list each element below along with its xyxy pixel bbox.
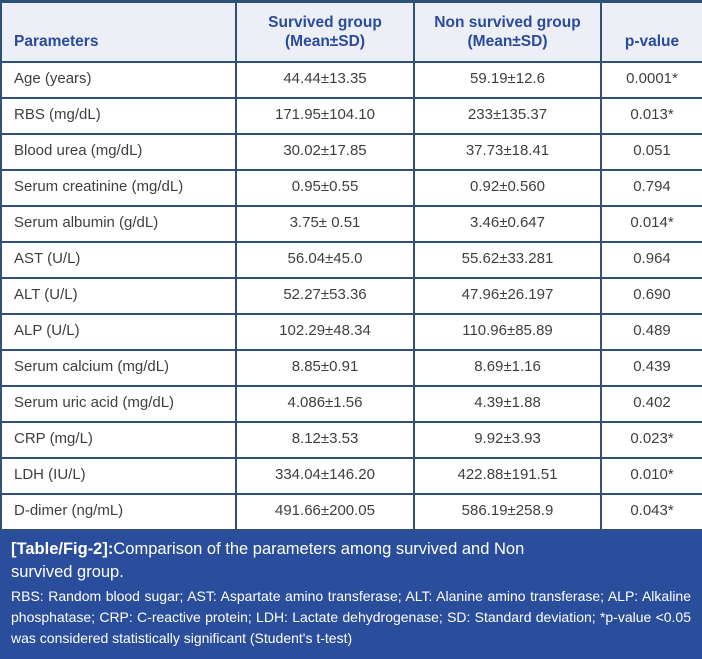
survived-cell: 4.086±1.56 <box>235 384 415 423</box>
p_value-cell: 0.489 <box>600 312 702 351</box>
table-row: D-dimer (ng/mL) 491.66±200.05 586.19±258.9… <box>0 492 702 531</box>
p_value-cell: 0.439 <box>600 348 702 387</box>
p_value-cell: 0.051 <box>600 132 702 171</box>
parameter-cell: D-dimer (ng/mL) <box>0 492 237 531</box>
survived-cell: 30.02±17.85 <box>235 132 415 171</box>
table-header: Parameters Survived group (Mean±SD) Non … <box>0 0 702 63</box>
survived-cell: 56.04±45.0 <box>235 240 415 279</box>
parameter-cell: Serum albumin (g/dL) <box>0 204 237 243</box>
non_survived-cell: 9.92±3.93 <box>413 420 602 459</box>
p_value-cell: 0.690 <box>600 276 702 315</box>
table-body: Age (years) 44.44±13.35 59.19±12.6 0.0001* R… <box>0 60 702 531</box>
parameter-cell: Serum creatinine (mg/dL) <box>0 168 237 207</box>
parameter-cell: ALT (U/L) <box>0 276 237 315</box>
non_survived-cell: 4.39±1.88 <box>413 384 602 423</box>
header-row: Parameters Survived group (Mean±SD) Non … <box>0 0 702 63</box>
figure-caption-tag: [Table/Fig-2]: <box>11 539 114 558</box>
column-header-survived-group: Survived group (Mean±SD) <box>235 0 415 63</box>
non_survived-cell: 47.96±26.197 <box>413 276 602 315</box>
parameter-cell: ALP (U/L) <box>0 312 237 351</box>
survived-cell: 8.85±0.91 <box>235 348 415 387</box>
parameter-cell: Serum uric acid (mg/dL) <box>0 384 237 423</box>
non_survived-cell: 233±135.37 <box>413 96 602 135</box>
survived-cell: 171.95±104.10 <box>235 96 415 135</box>
table-row: AST (U/L) 56.04±45.0 55.62±33.281 0.964 <box>0 240 702 279</box>
table-row: Blood urea (mg/dL) 30.02±17.85 37.73±18.41… <box>0 132 702 171</box>
non_survived-cell: 0.92±0.560 <box>413 168 602 207</box>
parameter-cell: Age (years) <box>0 60 237 99</box>
parameters-table: Parameters Survived group (Mean±SD) Non … <box>0 0 702 531</box>
parameter-cell: RBS (mg/dL) <box>0 96 237 135</box>
table-row: CRP (mg/L) 8.12±3.53 9.92±3.93 0.023* <box>0 420 702 459</box>
survived-cell: 491.66±200.05 <box>235 492 415 531</box>
table-row: ALT (U/L) 52.27±53.36 47.96±26.197 0.690 <box>0 276 702 315</box>
parameter-cell: LDH (IU/L) <box>0 456 237 495</box>
p_value-cell: 0.023* <box>600 420 702 459</box>
table-row: Serum albumin (g/dL) 3.75± 0.51 3.46±0.647… <box>0 204 702 243</box>
p_value-cell: 0.013* <box>600 96 702 135</box>
p_value-cell: 0.014* <box>600 204 702 243</box>
figure-caption: [Table/Fig-2]:Comparison of the paramete… <box>11 538 691 584</box>
parameter-cell: AST (U/L) <box>0 240 237 279</box>
figure-footer: [Table/Fig-2]:Comparison of the paramete… <box>0 530 702 659</box>
parameter-cell: CRP (mg/L) <box>0 420 237 459</box>
parameter-cell: Serum calcium (mg/dL) <box>0 348 237 387</box>
table-row: Serum uric acid (mg/dL) 4.086±1.56 4.39±1.… <box>0 384 702 423</box>
p_value-cell: 0.794 <box>600 168 702 207</box>
survived-cell: 334.04±146.20 <box>235 456 415 495</box>
non_survived-cell: 8.69±1.16 <box>413 348 602 387</box>
non_survived-cell: 586.19±258.9 <box>413 492 602 531</box>
parameter-cell: Blood urea (mg/dL) <box>0 132 237 171</box>
table-row: ALP (U/L) 102.29±48.34 110.96±85.89 0.489 <box>0 312 702 351</box>
survived-cell: 0.95±0.55 <box>235 168 415 207</box>
table-row: Serum creatinine (mg/dL) 0.95±0.55 0.92±0.… <box>0 168 702 207</box>
p_value-cell: 0.964 <box>600 240 702 279</box>
figure-caption-text: Comparison of the parameters among survi… <box>11 539 525 581</box>
column-header-p-value: p-value <box>600 0 702 63</box>
survived-cell: 8.12±3.53 <box>235 420 415 459</box>
figure-footnote: RBS: Random blood sugar; AST: Aspartate … <box>11 587 691 646</box>
table-row: Age (years) 44.44±13.35 59.19±12.6 0.0001* <box>0 60 702 99</box>
table-row: LDH (IU/L) 334.04±146.20 422.88±191.51 0.01… <box>0 456 702 495</box>
column-header-non-survived-group: Non survived group (Mean±SD) <box>413 0 602 63</box>
non_survived-cell: 3.46±0.647 <box>413 204 602 243</box>
survived-cell: 44.44±13.35 <box>235 60 415 99</box>
non_survived-cell: 110.96±85.89 <box>413 312 602 351</box>
column-header-parameters: Parameters <box>0 0 237 63</box>
survived-cell: 52.27±53.36 <box>235 276 415 315</box>
non_survived-cell: 37.73±18.41 <box>413 132 602 171</box>
p_value-cell: 0.0001* <box>600 60 702 99</box>
non_survived-cell: 55.62±33.281 <box>413 240 602 279</box>
p_value-cell: 0.402 <box>600 384 702 423</box>
non_survived-cell: 59.19±12.6 <box>413 60 602 99</box>
table-row: Serum calcium (mg/dL) 8.85±0.91 8.69±1.16 0… <box>0 348 702 387</box>
p_value-cell: 0.043* <box>600 492 702 531</box>
non_survived-cell: 422.88±191.51 <box>413 456 602 495</box>
table-row: RBS (mg/dL) 171.95±104.10 233±135.37 0.013* <box>0 96 702 135</box>
survived-cell: 102.29±48.34 <box>235 312 415 351</box>
survived-cell: 3.75± 0.51 <box>235 204 415 243</box>
p_value-cell: 0.010* <box>600 456 702 495</box>
